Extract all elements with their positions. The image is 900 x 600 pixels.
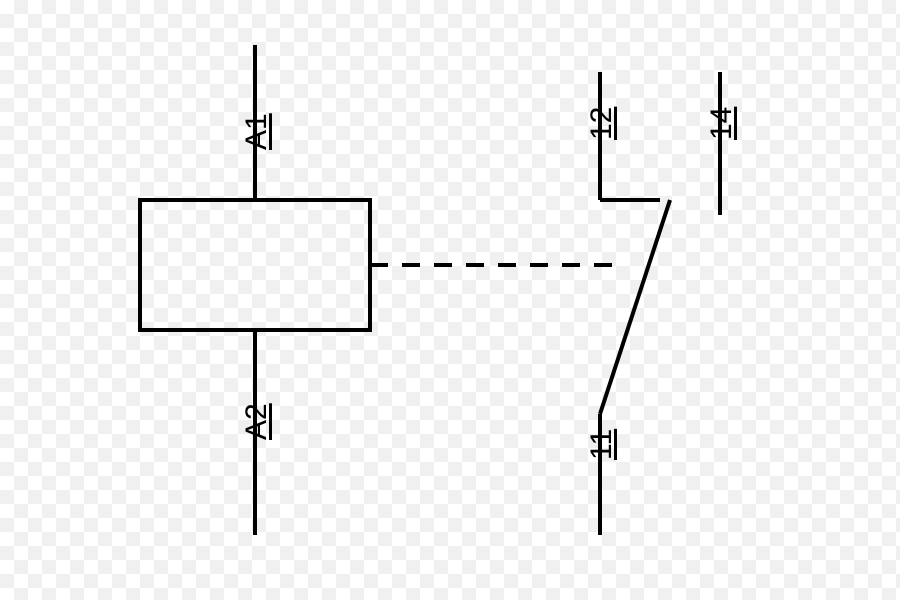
contact-arm [600, 200, 670, 414]
label-12: 12 [585, 107, 619, 140]
relay-diagram: A1 A2 12 14 11 [0, 0, 900, 600]
label-11: 11 [585, 429, 619, 460]
coil-rect [140, 200, 370, 330]
label-14: 14 [705, 107, 739, 140]
schematic-svg [0, 0, 900, 600]
label-a1: A1 [240, 113, 274, 150]
label-a2: A2 [240, 403, 274, 440]
